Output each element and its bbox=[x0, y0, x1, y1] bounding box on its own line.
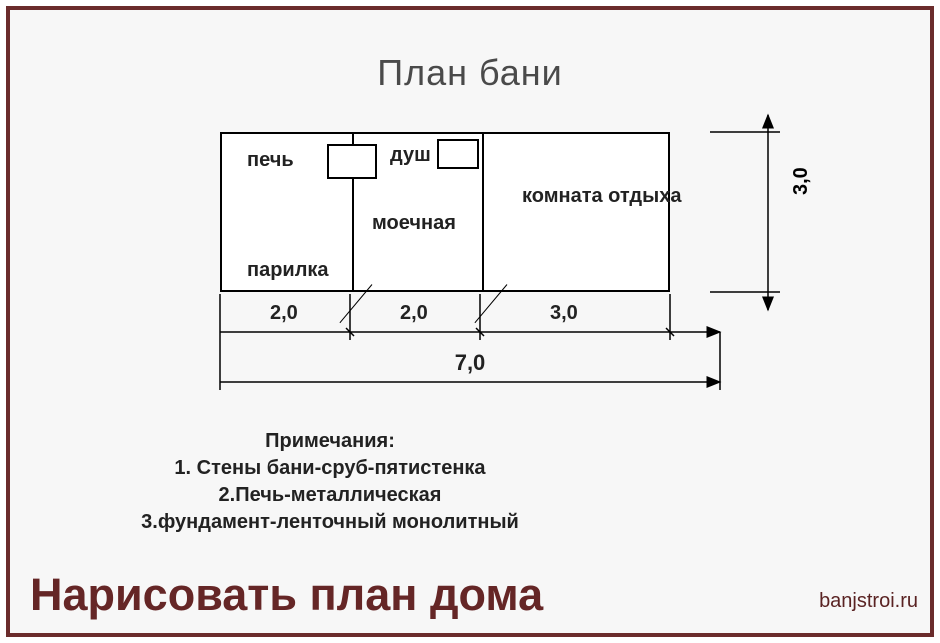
notes-header: Примечания: bbox=[30, 428, 630, 455]
notes-line-3: 3.фундамент-ленточный монолитный bbox=[30, 509, 630, 536]
dim-seg-c: 3,0 bbox=[550, 302, 578, 325]
bottom-title: Нарисовать план дома bbox=[30, 569, 543, 621]
wall-divider-2 bbox=[482, 134, 484, 290]
label-rest: комната отдыха bbox=[522, 184, 662, 208]
dimension-row-segments: 2,0 2,0 3,0 bbox=[220, 302, 670, 328]
stove-box bbox=[327, 144, 377, 179]
label-shower: душ bbox=[390, 144, 431, 167]
label-stove: печь bbox=[247, 149, 294, 172]
dim-seg-a: 2,0 bbox=[270, 302, 298, 325]
floor-plan: печь душ моечная парилка комната отдыха bbox=[220, 132, 670, 292]
dim-height: 3,0 bbox=[790, 167, 813, 195]
dim-seg-b: 2,0 bbox=[400, 302, 428, 325]
notes-block: Примечания: 1. Стены бани-сруб-пятистенк… bbox=[30, 428, 630, 536]
diagram-title: План бани bbox=[10, 52, 930, 94]
diagram-frame: План бани печь душ моечная парилка комна… bbox=[6, 6, 934, 637]
notes-line-1: 1. Стены бани-сруб-пятистенка bbox=[30, 455, 630, 482]
watermark: banjstroi.ru bbox=[819, 590, 918, 613]
notes-line-2: 2.Печь-металлическая bbox=[30, 482, 630, 509]
label-washing: моечная bbox=[372, 212, 456, 235]
dimension-row-total: 7,0 bbox=[220, 350, 720, 376]
dim-total: 7,0 bbox=[455, 350, 486, 375]
label-steam: парилка bbox=[247, 259, 329, 282]
shower-box bbox=[437, 139, 479, 169]
